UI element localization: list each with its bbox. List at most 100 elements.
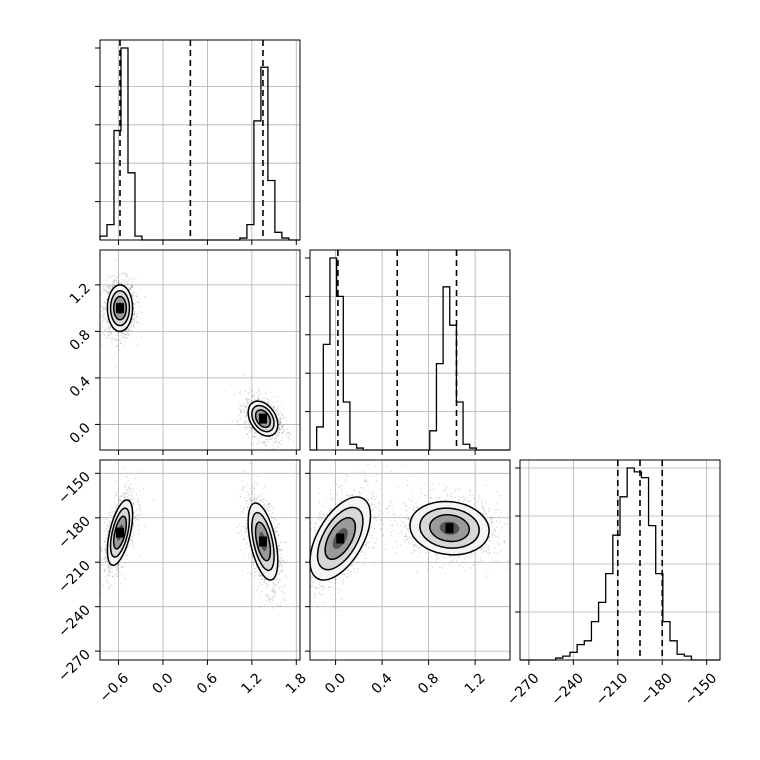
sample-point bbox=[391, 500, 393, 502]
sample-point bbox=[250, 462, 253, 464]
sample-point bbox=[279, 419, 282, 421]
sample-point bbox=[116, 566, 118, 569]
sample-point bbox=[318, 583, 321, 585]
y-tick-label: −210 bbox=[55, 558, 94, 597]
sample-point bbox=[279, 422, 282, 424]
sample-point bbox=[264, 441, 266, 444]
sample-point bbox=[131, 540, 133, 542]
sample-point bbox=[252, 395, 254, 397]
sample-point bbox=[135, 282, 137, 284]
sample-point bbox=[107, 512, 110, 515]
density-peak bbox=[258, 536, 267, 547]
sample-point bbox=[119, 563, 121, 565]
sample-point bbox=[259, 606, 261, 608]
sample-point bbox=[115, 345, 117, 347]
sample-point bbox=[247, 510, 249, 512]
sample-point bbox=[279, 424, 281, 426]
sample-point bbox=[261, 590, 263, 592]
sample-point bbox=[106, 559, 108, 561]
sample-point bbox=[255, 500, 257, 503]
sample-point bbox=[121, 566, 124, 568]
sample-point bbox=[128, 544, 131, 546]
sample-point bbox=[266, 499, 268, 502]
sample-point bbox=[126, 280, 128, 283]
sample-point bbox=[109, 564, 111, 567]
sample-point bbox=[114, 365, 117, 368]
sample-point bbox=[132, 302, 135, 304]
sample-point bbox=[315, 529, 317, 531]
sample-point bbox=[276, 437, 278, 439]
histogram-bars bbox=[310, 257, 510, 451]
sample-point bbox=[245, 527, 247, 529]
sample-point bbox=[103, 516, 105, 519]
sample-point bbox=[142, 488, 145, 490]
sample-point bbox=[130, 285, 133, 288]
sample-point bbox=[122, 555, 124, 558]
sample-point bbox=[131, 318, 133, 321]
x-tick-label: −270 bbox=[504, 670, 543, 709]
sample-point bbox=[129, 487, 131, 489]
sample-point bbox=[126, 554, 128, 557]
sample-point bbox=[241, 488, 243, 490]
sample-point bbox=[110, 566, 112, 568]
sample-point bbox=[259, 582, 261, 584]
sample-point bbox=[278, 544, 280, 546]
sample-point bbox=[104, 289, 106, 292]
y-tick-label: 0.0 bbox=[67, 420, 94, 447]
sample-point bbox=[102, 312, 105, 314]
sample-point bbox=[252, 562, 254, 564]
sample-point bbox=[239, 505, 242, 507]
sample-point bbox=[371, 526, 373, 529]
sample-point bbox=[115, 282, 118, 284]
sample-point bbox=[105, 306, 107, 309]
sample-point bbox=[255, 484, 258, 486]
sample-point bbox=[110, 332, 113, 334]
sample-point bbox=[276, 530, 278, 532]
sample-point bbox=[108, 290, 110, 293]
sample-point bbox=[245, 548, 247, 550]
sample-point bbox=[247, 494, 249, 496]
sample-point bbox=[129, 288, 131, 291]
sample-point bbox=[111, 575, 114, 577]
sample-point bbox=[361, 491, 363, 493]
sample-point bbox=[379, 503, 381, 505]
sample-point bbox=[132, 522, 135, 525]
sample-point bbox=[127, 546, 129, 548]
sample-point bbox=[127, 486, 130, 488]
sample-point bbox=[105, 321, 108, 323]
sample-point bbox=[255, 574, 257, 576]
sample-point bbox=[256, 498, 258, 500]
sample-point bbox=[125, 562, 127, 565]
sample-point bbox=[270, 438, 272, 440]
sample-point bbox=[247, 503, 249, 505]
sample-point bbox=[268, 503, 271, 505]
sample-point bbox=[268, 595, 270, 597]
sample-point bbox=[278, 417, 280, 419]
sample-point bbox=[128, 329, 130, 332]
sample-point bbox=[133, 533, 135, 535]
sample-point bbox=[129, 327, 131, 329]
sample-point bbox=[259, 495, 261, 497]
sample-point bbox=[273, 583, 275, 585]
sample-point bbox=[131, 295, 133, 297]
sample-point bbox=[245, 411, 248, 414]
sample-point bbox=[239, 389, 241, 392]
density-contour bbox=[247, 502, 279, 581]
sample-point bbox=[141, 311, 143, 313]
sample-point bbox=[281, 557, 283, 559]
sample-point bbox=[271, 590, 273, 593]
sample-point bbox=[127, 328, 130, 330]
sample-point bbox=[310, 578, 312, 580]
sample-point bbox=[278, 421, 280, 424]
sample-point bbox=[127, 283, 129, 285]
sample-point bbox=[250, 549, 252, 551]
sample-point bbox=[281, 415, 284, 417]
sample-point bbox=[280, 550, 282, 552]
sample-point bbox=[252, 427, 254, 430]
sample-point bbox=[128, 494, 130, 496]
sample-point bbox=[120, 283, 122, 285]
sample-point bbox=[109, 333, 111, 335]
sample-point bbox=[231, 383, 233, 385]
sample-point bbox=[273, 579, 275, 581]
sample-point bbox=[115, 353, 118, 355]
